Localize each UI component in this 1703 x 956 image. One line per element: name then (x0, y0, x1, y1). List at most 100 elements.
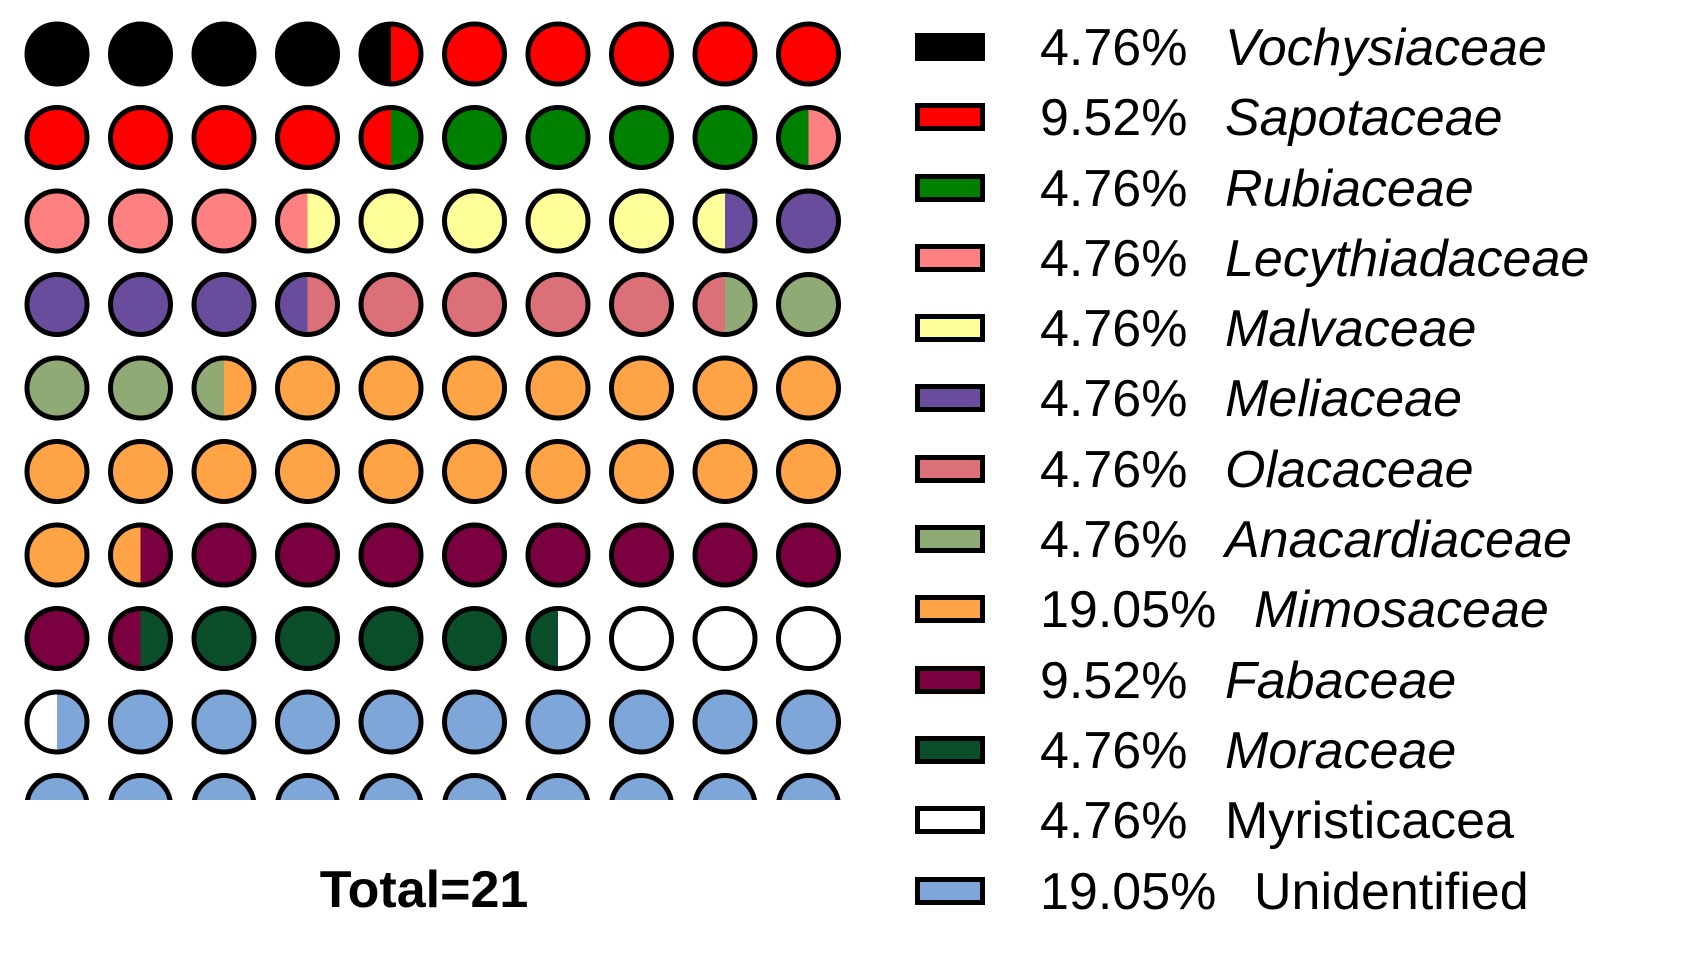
waffle-dot-fill (695, 775, 755, 800)
waffle-dot-fill (444, 191, 505, 251)
waffle-dot-fill (444, 358, 505, 418)
waffle-dot-outline (442, 689, 507, 755)
legend-family-name: Myristicacea (1225, 792, 1514, 851)
waffle-cell (24, 689, 90, 755)
waffle-dot-outline (692, 439, 758, 504)
waffle-dot-outline (525, 272, 591, 337)
waffle-dot-fill (277, 608, 338, 669)
waffle-dot-outline (275, 105, 340, 170)
waffle-cell (692, 188, 758, 254)
waffle-dot-half-left (194, 358, 224, 418)
waffle-dot-fill (194, 24, 254, 84)
waffle-dot-outline (24, 522, 90, 588)
waffle-dot-half-left (778, 107, 809, 168)
waffle-cell (358, 188, 424, 254)
waffle-dot-outline (442, 439, 507, 504)
waffle-dot-fill (528, 274, 588, 335)
legend-swatch (915, 876, 985, 905)
waffle-dot-outline (442, 773, 507, 800)
waffle-dot-outline (525, 21, 591, 87)
waffle-cell (191, 606, 257, 671)
waffle-cell (525, 522, 591, 588)
legend-family-name: Mimosaceae (1254, 581, 1549, 640)
waffle-cell (275, 522, 340, 588)
waffle-dot-fill (194, 775, 254, 800)
waffle-dot-outline (191, 689, 257, 755)
waffle-dot-outline (609, 105, 674, 170)
waffle-dot-fill (277, 358, 338, 418)
waffle-cell (108, 272, 173, 337)
waffle-dot-outline (358, 773, 424, 800)
waffle-dot-fill (361, 775, 421, 800)
waffle-dot-fill (611, 24, 672, 84)
waffle-dot-outline (776, 21, 841, 87)
waffle-cell (442, 272, 507, 337)
waffle-dot-outline (275, 21, 340, 87)
waffle-cell (776, 188, 841, 254)
waffle-dot-fill (445, 775, 504, 800)
waffle-dot-outline (609, 188, 674, 254)
waffle-dot-outline (609, 773, 674, 800)
legend-family-name: Olacaceae (1225, 440, 1474, 499)
waffle-dot-outline (358, 606, 424, 671)
waffle-dot-fill (361, 525, 421, 585)
legend-percent: 4.76% (1040, 440, 1188, 499)
waffle-dot-outline (191, 606, 257, 671)
waffle-dot-fill (27, 24, 87, 84)
waffle-dot-fill (361, 274, 421, 335)
waffle-dot-outline (692, 689, 758, 755)
waffle-dot-outline (191, 773, 257, 800)
waffle-dot-fill (695, 358, 755, 418)
waffle-cell (24, 522, 90, 588)
waffle-dot-fill (277, 107, 338, 168)
waffle-dot-outline (191, 355, 257, 421)
waffle-dot-fill (27, 191, 87, 251)
waffle-dot-outline (191, 439, 257, 504)
waffle-cell (525, 355, 591, 421)
waffle-dot-half-left (110, 525, 141, 585)
waffle-dot-fill (194, 107, 254, 168)
legend-swatch (915, 806, 985, 835)
waffle-cell (776, 439, 841, 504)
waffle-dot-fill (361, 358, 421, 418)
waffle-cell (275, 689, 340, 755)
legend-family-name: Fabaceae (1225, 651, 1457, 710)
waffle-dot-outline (191, 522, 257, 588)
waffle-dot-fill (695, 692, 755, 752)
legend-percent: 4.76% (1040, 300, 1188, 359)
waffle-dot-outline (24, 105, 90, 170)
waffle-dot-fill (110, 692, 171, 752)
waffle-cell (442, 21, 507, 87)
waffle-dot-outline (24, 272, 90, 337)
waffle-dot-fill (277, 441, 338, 502)
waffle-cell (442, 689, 507, 755)
waffle-dot-outline (24, 689, 90, 755)
waffle-dot-half-left (277, 191, 308, 251)
waffle-cell (776, 773, 841, 800)
waffle-dot-fill (778, 441, 839, 502)
waffle-dot-outline (442, 105, 507, 170)
waffle-cell (358, 105, 424, 170)
waffle-dot-fill (194, 525, 254, 585)
waffle-dot-fill (611, 274, 672, 335)
legend-family-name: Meliaceae (1225, 370, 1463, 429)
waffle-dot-outline (776, 773, 841, 800)
waffle-dot-fill (611, 441, 672, 502)
waffle-cell (442, 522, 507, 588)
waffle-dot-fill (27, 441, 87, 502)
legend-swatch (915, 384, 985, 413)
waffle-cell (24, 188, 90, 254)
waffle-dot-fill (444, 107, 505, 168)
waffle-dot-outline (108, 522, 173, 588)
waffle-cell (692, 606, 758, 671)
legend-family-name: Lecythiadaceae (1225, 229, 1590, 288)
waffle-dot-fill (277, 24, 338, 84)
waffle-dot-outline (692, 606, 758, 671)
waffle-dot-half-right (808, 107, 839, 168)
waffle-dot-fill (361, 191, 421, 251)
legend-percent: 4.76% (1040, 159, 1188, 218)
waffle-cell (776, 272, 841, 337)
waffle-dot-fill (611, 191, 672, 251)
waffle-dot-outline (191, 21, 257, 87)
waffle-dot-outline (442, 606, 507, 671)
